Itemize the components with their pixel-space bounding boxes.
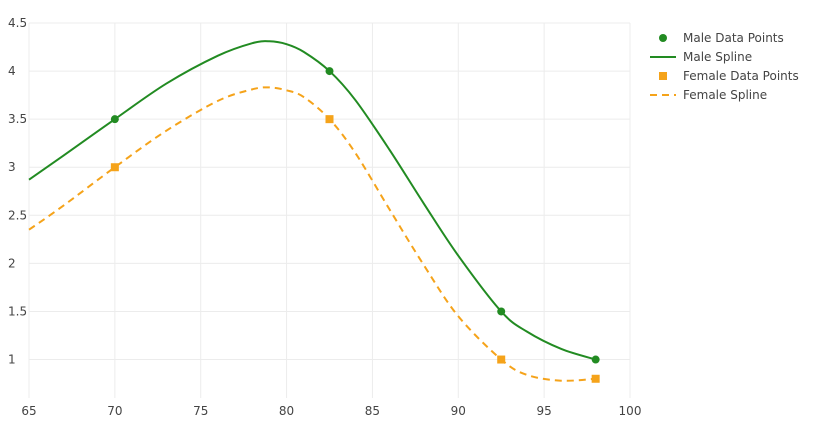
male-data-point	[325, 67, 334, 76]
legend-symbol	[659, 34, 667, 42]
x-tick-label: 65	[21, 404, 36, 418]
female-data-point	[325, 115, 334, 124]
series-markers	[110, 67, 600, 383]
y-tick-label: 1.5	[8, 304, 27, 318]
legend-item-female-data-points[interactable]: Female Data Points	[659, 69, 799, 83]
y-tick-label: 4	[8, 64, 16, 78]
x-axis-ticks: 65 70 75 80 85 90 95 100	[21, 404, 641, 418]
y-tick-label: 1	[8, 353, 16, 367]
legend-label: Female Data Points	[683, 69, 799, 83]
legend-item-male-data-points[interactable]: Male Data Points	[659, 31, 784, 45]
legend-item-female-spline[interactable]: Female Spline	[650, 88, 767, 102]
female-data-point	[110, 163, 119, 172]
x-tick-label: 70	[107, 404, 122, 418]
x-tick-label: 100	[619, 404, 642, 418]
legend[interactable]: Male Data Points Male Spline Female Data P…	[650, 31, 799, 102]
y-tick-label: 4.5	[8, 16, 27, 30]
male-data-point	[591, 355, 600, 364]
legend-item-male-spline[interactable]: Male Spline	[650, 50, 752, 64]
legend-label: Male Spline	[683, 50, 752, 64]
y-tick-label: 3.5	[8, 112, 27, 126]
y-tick-label: 2	[8, 256, 16, 270]
male-data-point	[110, 115, 119, 124]
grid-lines	[28, 22, 631, 398]
male-data-point	[497, 307, 506, 316]
x-tick-label: 75	[193, 404, 208, 418]
female-data-point	[497, 355, 506, 364]
legend-symbol	[659, 72, 667, 80]
x-tick-label: 85	[365, 404, 380, 418]
y-tick-label: 2.5	[8, 208, 27, 222]
series-lines	[28, 40, 596, 382]
female-spline-line	[28, 86, 596, 382]
x-tick-label: 80	[279, 404, 294, 418]
y-tick-label: 3	[8, 160, 16, 174]
y-axis-ticks: 1 1.5 2 2.5 3 3.5 4 4.5	[8, 16, 27, 367]
legend-label: Male Data Points	[683, 31, 784, 45]
female-data-point	[591, 374, 600, 383]
x-tick-label: 95	[537, 404, 552, 418]
legend-label: Female Spline	[683, 88, 767, 102]
x-tick-label: 90	[451, 404, 466, 418]
